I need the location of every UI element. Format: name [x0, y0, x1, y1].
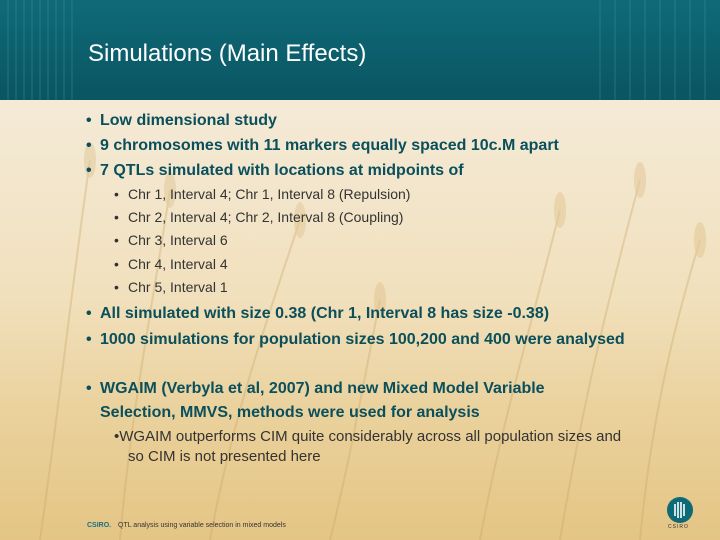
wheat-background-image: [39, 142, 706, 540]
sub-bullet-item: •WGAIM outperforms CIM quite considerabl…: [114, 428, 621, 445]
bullet-item: • All simulated with size 0.38 (Chr 1, In…: [86, 305, 549, 323]
logo-text: CSIRO: [668, 524, 689, 530]
sub-bullet-item: • Chr 4, Interval 4: [114, 256, 228, 272]
bullet-marker: •: [114, 232, 119, 248]
sub-bullet-item: • Chr 2, Interval 4; Chr 2, Interval 8 (C…: [114, 209, 403, 225]
sub-bullet-item: • Chr 3, Interval 6: [114, 232, 228, 248]
bullet-text: Low dimensional study: [100, 112, 277, 129]
sub-bullet-text: Chr 1, Interval 4; Chr 1, Interval 8 (Re…: [128, 186, 411, 202]
sub-bullet-text-continuation: so CIM is not presented here: [128, 448, 321, 465]
bullet-item: • 1000 simulations for population sizes 1…: [86, 331, 625, 349]
bullet-marker: •: [114, 209, 119, 225]
sub-bullet-text: Chr 2, Interval 4; Chr 2, Interval 8 (Co…: [128, 209, 404, 225]
title-bar: Simulations (Main Effects): [0, 0, 720, 100]
title-bar-lines-decoration: [7, 0, 706, 100]
bullet-marker: •: [86, 331, 92, 348]
footer-brand: CSIRO.: [87, 522, 112, 529]
bullet-item: • 7 QTLs simulated with locations at midp…: [86, 162, 464, 180]
bullet-text: All simulated with size 0.38 (Chr 1, Int…: [100, 305, 550, 322]
bullet-marker: •: [86, 162, 92, 179]
bullet-text-continuation: Selection, MMVS, methods were used for a…: [100, 404, 480, 421]
bullet-item: • Low dimensional study: [86, 112, 277, 130]
bullet-marker: •: [114, 256, 119, 272]
bullet-marker: •: [86, 112, 92, 129]
sub-bullet-item: • Chr 1, Interval 4; Chr 1, Interval 8 (R…: [114, 186, 410, 202]
bullet-marker: •: [114, 186, 119, 202]
bullet-item: • WGAIM (Verbyla et al, 2007) and new Mix…: [86, 380, 545, 398]
sub-bullet-text: Chr 5, Interval 1: [128, 279, 228, 295]
bullet-marker: •: [114, 279, 119, 295]
bullet-text: 9 chromosomes with 11 markers equally sp…: [100, 137, 559, 154]
bullet-text: 1000 simulations for population sizes 10…: [100, 331, 625, 348]
sub-bullet-item: • Chr 5, Interval 1: [114, 279, 228, 295]
bullet-text: WGAIM (Verbyla et al, 2007) and new Mixe…: [100, 380, 545, 397]
bullet-text: 7 QTLs simulated with locations at midpo…: [100, 162, 464, 179]
sub-bullet-text: Chr 3, Interval 6: [128, 232, 228, 248]
sub-bullet-text: WGAIM outperforms CIM quite considerably…: [119, 428, 622, 445]
bullet-marker: •: [86, 137, 92, 154]
bullet-marker: •: [114, 428, 120, 445]
footer-text: QTL analysis using variable selection in…: [118, 522, 286, 529]
csiro-logo-icon: [667, 497, 693, 523]
bullet-item: • 9 chromosomes with 11 markers equally s…: [86, 137, 559, 155]
bullet-marker: •: [86, 380, 92, 397]
sub-bullet-text: Chr 4, Interval 4: [128, 256, 228, 272]
bullet-marker: •: [86, 305, 92, 322]
slide-title: Simulations (Main Effects): [88, 40, 367, 67]
